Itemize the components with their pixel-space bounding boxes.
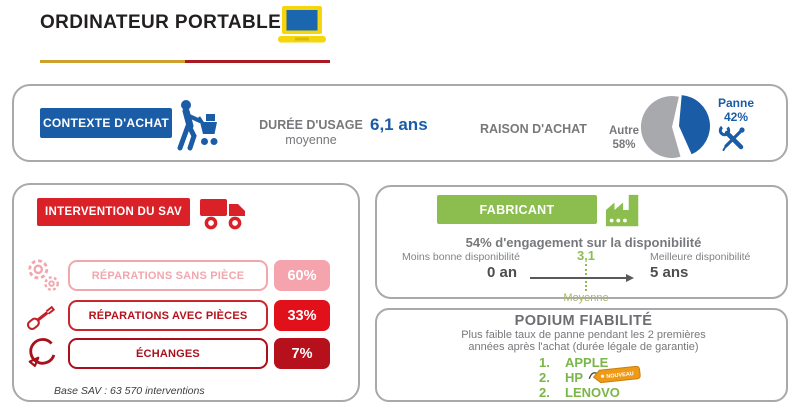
sav-row-echanges: ÉCHANGES 7%: [14, 338, 362, 369]
screwdriver-icon: [26, 305, 56, 330]
fabricant-engagement-text: 54% d'engagement sur la disponibilité: [465, 235, 702, 250]
context-achat-badge: CONTEXTE D'ACHAT: [40, 108, 172, 138]
nouveau-tag-icon: NOUVEAU: [588, 365, 641, 384]
scale-arrow-line: [530, 277, 626, 279]
raison-achat-label: RAISON D'ACHAT: [480, 122, 587, 136]
podium-description-line1: Plus faible taux de panne pendant les 2 …: [461, 329, 706, 341]
podium-rank: 2.: [539, 385, 550, 400]
scale-better-label: Meilleure disponibilité: [650, 251, 751, 263]
pie-slice-autre: [640, 96, 681, 159]
scale-arrow-head: [626, 273, 634, 282]
podium-description-line2: années après l'achat (durée légale de ga…: [468, 341, 699, 353]
sav-row-reparations-avec-pieces: RÉPARATIONS AVEC PIÈCES 33%: [14, 300, 362, 331]
scale-better-value: 5 ans: [650, 264, 689, 281]
factory-icon: [605, 194, 639, 227]
gears-icon: [28, 259, 59, 291]
sav-panel: INTERVENTION DU SAV RÉPARATIONS SANS PIÈ…: [12, 183, 360, 402]
sav-bar-value: 7%: [274, 338, 330, 369]
panne-pct: 42%: [723, 110, 749, 124]
exchange-arrow-icon: [28, 338, 56, 367]
pie-slice-panne: [679, 95, 710, 155]
shopper-cart-icon: [177, 100, 218, 151]
underline-gold-segment: [40, 60, 185, 63]
podium-rank: 2.: [539, 370, 550, 385]
autre-pct: 58%: [612, 139, 636, 151]
pie-label-panne: Panne 42%: [708, 96, 764, 124]
scale-average-value: 3,1: [576, 248, 596, 263]
duree-usage-value: 6,1 ans: [370, 115, 428, 134]
context-achat-panel: CONTEXTE D'ACHAT DURÉE D'USAGE moyenne 6…: [12, 84, 788, 162]
tools-icon: [718, 124, 745, 151]
autre-label: Autre: [608, 125, 640, 137]
raison-achat-pie-chart: [640, 95, 710, 159]
underline-red-segment: [185, 60, 330, 63]
sav-footnote: Base SAV : 63 570 interventions: [54, 385, 205, 397]
podium-item-lenovo: 2. LENOVO: [539, 385, 620, 400]
duree-usage-label: DURÉE D'USAGE: [259, 118, 363, 132]
podium-brand: APPLE: [565, 355, 609, 370]
podium-rank: 1.: [539, 355, 550, 370]
podium-panel: PODIUM FIABILITÉ Plus faible taux de pan…: [375, 308, 788, 402]
fabricant-panel: FABRICANT 54% d'engagement sur la dispon…: [375, 185, 788, 304]
page-title: ORDINATEUR PORTABLE: [40, 12, 282, 33]
pie-label-autre: Autre 58%: [602, 124, 646, 152]
sav-bar-label: RÉPARATIONS AVEC PIÈCES: [68, 300, 268, 331]
sav-bar-label: ÉCHANGES: [68, 338, 268, 369]
podium-brand: LENOVO: [565, 385, 620, 400]
scale-worse-label: Moins bonne disponibilité: [402, 251, 520, 263]
truck-icon: [200, 199, 245, 230]
laptop-icon: [278, 6, 326, 43]
podium-item-apple: 1. APPLE: [539, 355, 608, 370]
nouveau-tag-label: NOUVEAU: [606, 371, 634, 380]
sav-bar-value: 60%: [274, 260, 330, 291]
duree-usage-sublabel: moyenne: [285, 133, 337, 147]
sav-bar-value: 33%: [274, 300, 330, 331]
podium-item-hp: 2. HP: [539, 370, 583, 385]
podium-brand: HP: [565, 370, 584, 385]
sav-badge: INTERVENTION DU SAV: [37, 198, 190, 226]
sav-bar-label: RÉPARATIONS SANS PIÈCE: [68, 260, 268, 291]
podium-title: PODIUM FIABILITÉ: [514, 313, 653, 329]
sav-row-reparations-sans-piece: RÉPARATIONS SANS PIÈCE 60%: [14, 259, 362, 291]
scale-average-label: Moyenne: [563, 292, 609, 304]
title-underline: [40, 60, 330, 63]
panne-label: Panne: [717, 96, 754, 110]
scale-worse-value: 0 an: [487, 264, 518, 281]
fabricant-badge: FABRICANT: [437, 195, 597, 224]
